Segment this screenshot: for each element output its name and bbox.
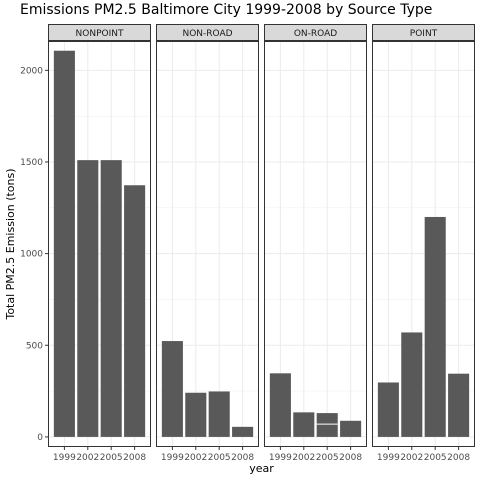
bar-on-road-2005 (316, 413, 338, 437)
facet-label: NONPOINT (76, 29, 124, 39)
x-tick-label: 1999 (53, 453, 76, 463)
bar-on-road-2008 (340, 420, 362, 437)
bar-point-2002 (401, 332, 423, 437)
x-tick-label: 2008 (447, 453, 470, 463)
x-tick-label: 1999 (161, 453, 184, 463)
x-tick-label: 2002 (76, 453, 99, 463)
x-tick-label: 2008 (231, 453, 254, 463)
bar-nonpoint-2005 (100, 160, 122, 437)
bar-non-road-2002 (185, 392, 207, 437)
x-tick-label: 2005 (424, 453, 447, 463)
x-tick-label: 2008 (339, 453, 362, 463)
facet-strip (156, 24, 259, 41)
bar-on-road-1999 (269, 373, 291, 437)
y-tick-label: 1000 (20, 250, 43, 260)
bar-nonpoint-2002 (77, 160, 99, 437)
x-tick-label: 2005 (100, 453, 123, 463)
y-tick-label: 0 (37, 433, 43, 443)
x-tick-label: 2002 (184, 453, 207, 463)
panel-border (372, 41, 475, 447)
x-tick-label: 2002 (292, 453, 315, 463)
chart-title: Emissions PM2.5 Baltimore City 1999-2008… (20, 2, 433, 18)
panel-border (156, 41, 259, 447)
bar-point-2008 (448, 373, 470, 437)
facet-label: POINT (410, 29, 438, 39)
y-tick-label: 500 (26, 341, 43, 351)
facet-strip (264, 24, 367, 41)
x-tick-label: 2005 (208, 453, 231, 463)
facet-label: ON-ROAD (294, 29, 337, 39)
y-tick-label: 2000 (20, 66, 43, 76)
bar-non-road-2005 (208, 391, 230, 437)
bar-non-road-2008 (232, 426, 254, 437)
bar-nonpoint-2008 (124, 185, 146, 437)
y-tick-label: 1500 (20, 158, 43, 168)
x-axis-title: year (249, 462, 274, 475)
facet-strip (48, 24, 151, 41)
facet-label: NON-ROAD (182, 29, 232, 39)
x-tick-label: 2005 (316, 453, 339, 463)
bar-on-road-2002 (293, 412, 315, 437)
x-tick-label: 2008 (123, 453, 146, 463)
bar-point-1999 (377, 382, 399, 437)
bar-nonpoint-1999 (53, 50, 75, 437)
x-tick-label: 1999 (377, 453, 400, 463)
bar-non-road-1999 (161, 341, 183, 437)
facet-strip (372, 24, 475, 41)
panel-border (48, 41, 151, 447)
x-tick-label: 1999 (269, 453, 292, 463)
panel-border (264, 41, 367, 447)
bar-point-2005 (424, 216, 446, 437)
y-axis-title: Total PM2.5 Emission (tons) (4, 168, 17, 320)
x-tick-label: 2002 (400, 453, 423, 463)
